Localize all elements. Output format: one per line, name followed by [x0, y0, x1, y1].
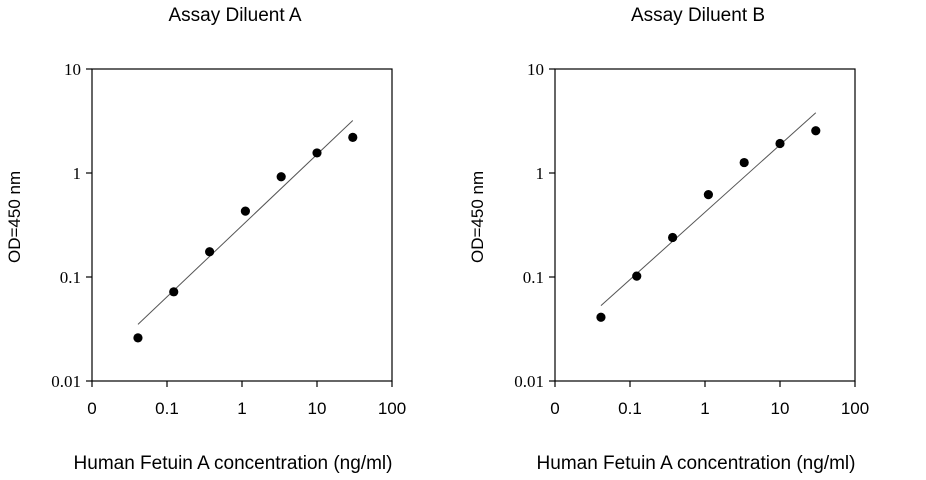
plot-frame: [554, 68, 856, 382]
x-axis-label: Human Fetuin A concentration (ng/ml): [536, 453, 856, 474]
y-tick-label: 0.1: [60, 268, 81, 287]
chart-panel-right: Assay Diluent B OD=450 nm 0.01 0.1 1 10 0 0.1…: [463, 0, 926, 480]
data-point: [632, 271, 642, 281]
y-tick-label: 1: [73, 164, 82, 183]
y-tick-label: 10: [64, 60, 81, 79]
x-tick-label: 0.1: [618, 399, 642, 418]
data-point: [739, 157, 749, 168]
x-tick-label: 1: [237, 399, 246, 418]
chart-title: Assay Diluent B: [630, 5, 766, 26]
data-point: [240, 206, 250, 216]
y-tick-label: 0.01: [51, 372, 81, 391]
x-tick-label: 0.1: [155, 399, 179, 418]
data-point: [703, 189, 713, 200]
chart-panel-left: Assay Diluent A OD=450 nm 0.01 0.1 1 10 0 0.1…: [5, 5, 406, 474]
y-tick-label: 0.01: [514, 372, 544, 391]
data-point: [775, 138, 785, 149]
y-tick-label: 0.1: [523, 268, 544, 287]
x-tick-label: 10: [308, 399, 327, 418]
data-point: [668, 232, 678, 243]
x-tick-label: 10: [771, 399, 790, 418]
x-tick-label: 1: [700, 399, 709, 418]
x-axis-label: Human Fetuin A concentration (ng/ml): [73, 453, 393, 474]
chart-title: Assay Diluent A: [168, 5, 302, 26]
x-tick-label: 0: [87, 399, 96, 418]
x-tick-label: 100: [378, 399, 406, 418]
y-tick-label: 1: [536, 164, 545, 183]
data-point: [133, 333, 143, 343]
data-point: [276, 172, 286, 182]
data-point: [169, 287, 179, 297]
x-tick-label: 0: [550, 399, 559, 418]
data-point: [205, 247, 215, 257]
x-tick-label: 100: [841, 399, 869, 418]
data-point: [811, 126, 821, 136]
data-point: [596, 312, 606, 322]
data-point: [312, 148, 322, 158]
y-tick-label: 10: [527, 60, 544, 79]
data-point: [348, 132, 358, 142]
